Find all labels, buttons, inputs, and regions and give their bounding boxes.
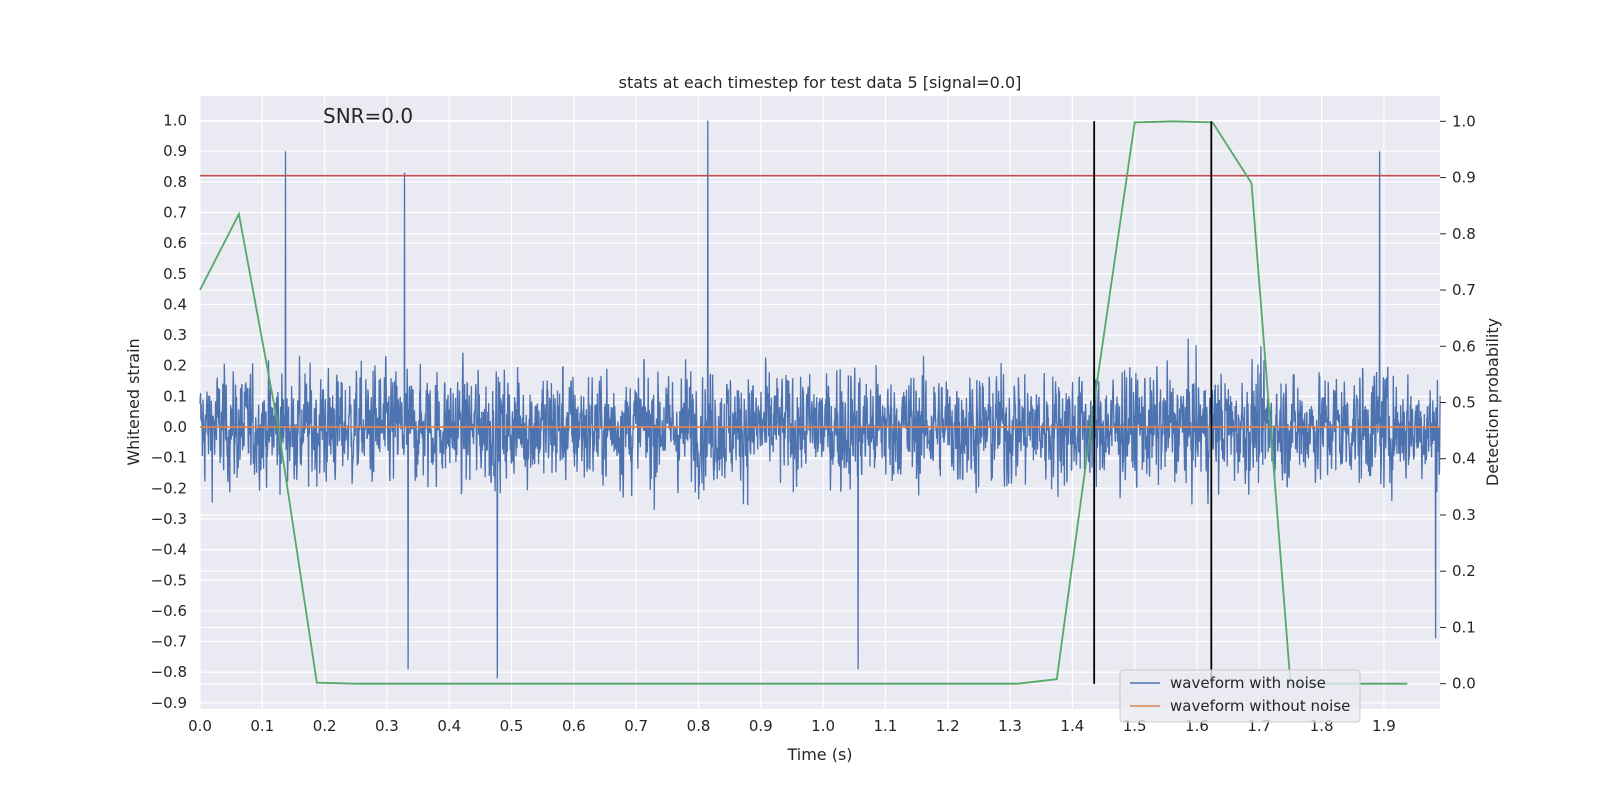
- y-tick-label-12: −0.2: [151, 479, 187, 497]
- x-tick-label-3: 0.3: [375, 717, 399, 735]
- chart-title: stats at each timestep for test data 5 […: [619, 73, 1022, 92]
- x-tick-label-14: 1.4: [1060, 717, 1084, 735]
- y-tick-label-11: −0.1: [151, 449, 187, 467]
- y2-tick-label-8: 0.2: [1452, 562, 1476, 580]
- x-tick-label-8: 0.8: [687, 717, 711, 735]
- x-tick-label-6: 0.6: [562, 717, 586, 735]
- y-tick-labels: 1.0 0.9 0.8 0.7 0.6 0.5 0.4 0.3 0.2 0.1 0.0 −0.1 −0.…: [151, 112, 187, 712]
- legend: waveform with noise waveform without noi…: [1119, 669, 1361, 723]
- y-tick-label-8: 0.2: [163, 357, 187, 375]
- x-tick-label-1: 0.1: [250, 717, 274, 735]
- y-tick-label-2: 0.8: [163, 173, 187, 191]
- series-line-detection-probability: [199, 120, 1408, 685]
- y-tick-label-14: −0.4: [151, 541, 187, 559]
- y2-tick-label-0: 1.0: [1452, 112, 1476, 130]
- y-tick-label-13: −0.3: [151, 510, 187, 528]
- y-tick-label-5: 0.5: [163, 265, 187, 283]
- legend-label-noisy: waveform with noise: [1170, 674, 1326, 692]
- x-tick-label-4: 0.4: [437, 717, 461, 735]
- y-tick-label-7: 0.3: [163, 326, 187, 344]
- x-tick-label-7: 0.7: [624, 717, 648, 735]
- y-tick-label-19: −0.9: [151, 694, 187, 712]
- y-tick-label-10: 0.0: [163, 418, 187, 436]
- y2-tick-label-3: 0.7: [1452, 281, 1476, 299]
- y-tick-label-15: −0.5: [151, 571, 187, 589]
- y2-tick-label-5: 0.5: [1452, 394, 1476, 412]
- x-tick-label-12: 1.2: [936, 717, 960, 735]
- x-tick-label-10: 1.0: [811, 717, 835, 735]
- legend-label-clean: waveform without noise: [1170, 697, 1350, 715]
- legend-box: [1119, 669, 1361, 723]
- x-tick-label-19: 1.9: [1372, 717, 1396, 735]
- y-tick-label-3: 0.7: [163, 203, 187, 221]
- x-tick-label-13: 1.3: [998, 717, 1022, 735]
- y-tick-label-0: 1.0: [163, 112, 187, 130]
- x-axis-label: Time (s): [786, 745, 852, 764]
- x-tick-label-11: 1.1: [873, 717, 897, 735]
- y2-tick-label-10: 0.0: [1452, 675, 1476, 693]
- snr-annotation: SNR=0.0: [323, 104, 413, 128]
- x-tick-label-9: 0.9: [749, 717, 773, 735]
- grid-horizontal: [200, 119, 1440, 704]
- y2-tick-label-7: 0.3: [1452, 506, 1476, 524]
- y2-tick-label-6: 0.4: [1452, 450, 1476, 468]
- x-tick-label-5: 0.5: [500, 717, 524, 735]
- y-axis-label: Whitened strain: [124, 338, 143, 465]
- y-tick-label-4: 0.6: [163, 234, 187, 252]
- y-tick-label-16: −0.6: [151, 602, 187, 620]
- y-tick-label-1: 0.9: [163, 142, 187, 160]
- plot-area: [199, 120, 1441, 685]
- y2-tick-label-2: 0.8: [1452, 225, 1476, 243]
- y-tick-label-17: −0.7: [151, 633, 187, 651]
- y2-axis-label: Detection probability: [1483, 318, 1502, 486]
- series-line-noisy-waveform: [199, 120, 1441, 679]
- x-tick-label-0: 0.0: [188, 717, 212, 735]
- y-tick-label-6: 0.4: [163, 295, 187, 313]
- y2-tick-label-9: 0.1: [1452, 618, 1476, 636]
- y2-tick-label-1: 0.9: [1452, 169, 1476, 187]
- y2-tick-label-4: 0.6: [1452, 337, 1476, 355]
- y-tick-label-18: −0.8: [151, 663, 187, 681]
- x-tick-label-2: 0.2: [313, 717, 337, 735]
- y2-tick-labels: 1.0 0.9 0.8 0.7 0.6 0.5 0.4 0.3 0.2 0.1 0.0: [1440, 112, 1476, 693]
- y-tick-label-9: 0.1: [163, 387, 187, 405]
